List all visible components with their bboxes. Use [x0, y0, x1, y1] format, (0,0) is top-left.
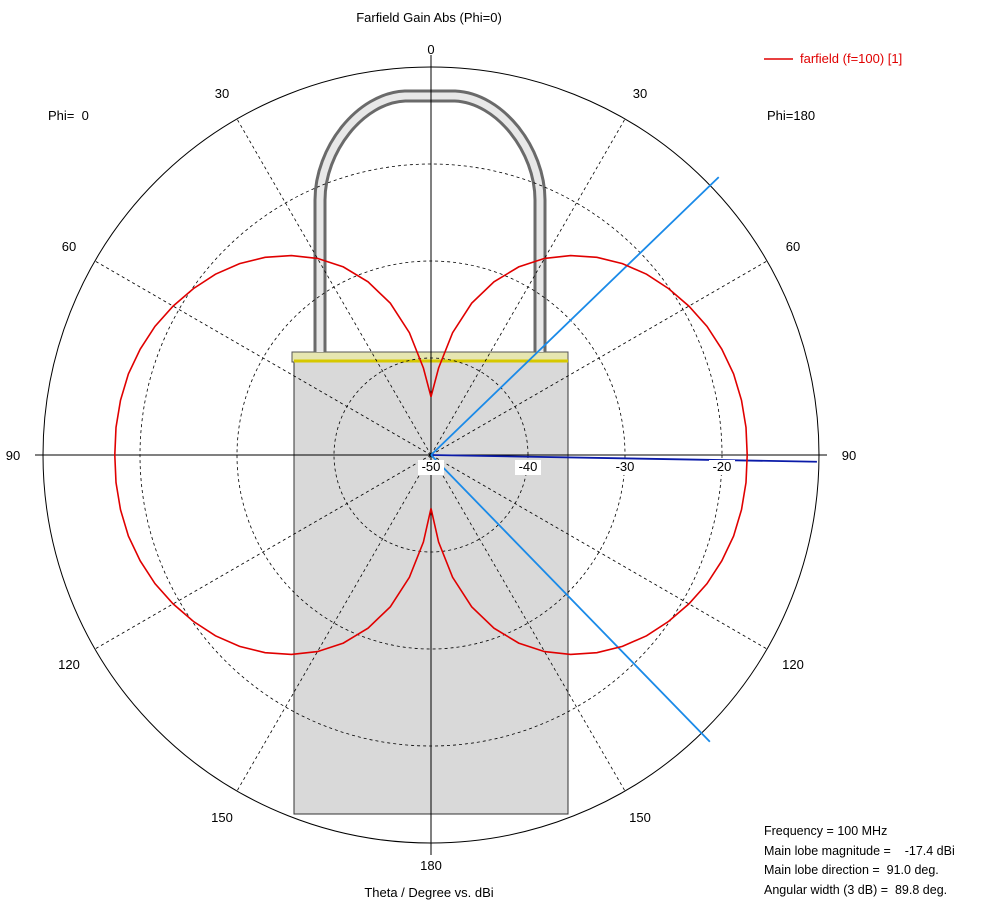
3db-width-edge-line: [430, 454, 711, 743]
info-main-lobe-magnitude: Main lobe magnitude = -17.4 dBi: [764, 842, 955, 862]
angle-tick-label: 60: [786, 239, 800, 254]
angle-tick-label: 30: [215, 86, 229, 101]
info-main-lobe-direction: Main lobe direction = 91.0 deg.: [764, 861, 955, 881]
farfield-info-panel: Frequency = 100 MHz Main lobe magnitude …: [764, 822, 955, 900]
grid-spoke: [236, 118, 432, 456]
radial-tick-bg: [515, 460, 541, 475]
angle-tick-label: 30: [633, 86, 647, 101]
angle-tick-label: 150: [211, 810, 233, 825]
grid-spoke: [430, 454, 626, 792]
grid-spoke: [430, 260, 768, 456]
angle-tick-label: 90: [6, 448, 20, 463]
info-value: 89.8 deg.: [894, 882, 948, 897]
label-group: Farfield Gain Abs (Phi=0) Theta / Degree…: [6, 10, 856, 900]
series-group: [113, 254, 749, 656]
radial-tick-bg: [709, 460, 735, 475]
grid-spoke: [94, 260, 432, 456]
legend-entry: farfield (f=100) [1]: [800, 51, 902, 66]
info-frequency: Frequency = 100 MHz: [764, 822, 955, 842]
info-angular-width: Angular width (3 dB) = 89.8 deg.: [764, 881, 955, 901]
info-label: Main lobe direction =: [764, 863, 887, 877]
info-label: Angular width (3 dB) =: [764, 882, 895, 897]
angle-tick-label: 120: [782, 657, 804, 672]
radial-tick-label: -40: [519, 459, 538, 474]
phi-right-label: Phi=180: [767, 108, 815, 123]
info-label: Frequency =: [764, 824, 838, 838]
grid-spoke: [94, 454, 432, 650]
grid-spoke: [430, 454, 768, 650]
antenna-loop: [313, 89, 547, 352]
grid-spoke: [430, 118, 626, 456]
legend: farfield (f=100) [1]: [764, 51, 902, 66]
angle-tick-label: 0: [427, 42, 434, 57]
angle-tick-label: 60: [62, 239, 76, 254]
chart-title: Farfield Gain Abs (Phi=0): [356, 10, 502, 25]
angle-tick-label: 180: [420, 858, 442, 873]
info-label: Main lobe magnitude =: [764, 843, 905, 858]
angle-tick-label: 120: [58, 657, 80, 672]
x-axis-label: Theta / Degree vs. dBi: [364, 885, 493, 900]
radial-tick-bg: [612, 460, 638, 475]
radial-tick-bg: [418, 460, 444, 475]
info-value: 91.0 deg.: [886, 863, 939, 877]
main-lobe-direction-line: [430, 454, 817, 463]
marker-lines: [430, 176, 817, 743]
info-value: 100 MHz: [837, 824, 888, 838]
info-value: -17.4 dBi: [904, 843, 955, 858]
radial-tick-label: -50: [422, 459, 441, 474]
series-line-right: [430, 254, 749, 656]
phi-left-label: Phi= 0: [48, 108, 89, 123]
antenna-loop-highlight: [316, 92, 544, 352]
3db-width-edge-line: [430, 176, 720, 456]
angle-tick-label: 90: [842, 448, 856, 463]
radial-tick-label: -30: [616, 459, 635, 474]
radial-tick-label: -20: [713, 459, 732, 474]
grid-spoke: [236, 454, 432, 792]
angle-tick-label: 150: [629, 810, 651, 825]
series-line-left: [113, 254, 432, 656]
